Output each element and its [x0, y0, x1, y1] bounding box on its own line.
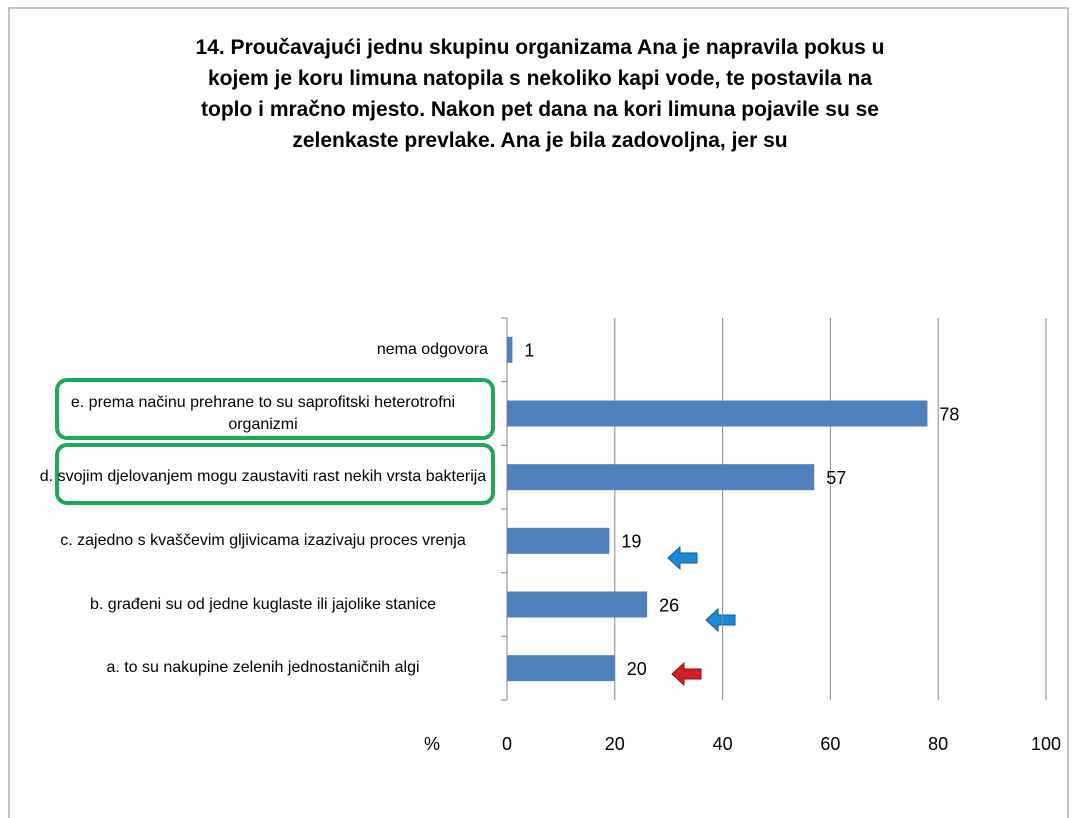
value-label: 78 — [939, 404, 959, 424]
x-tick-label: 0 — [502, 734, 512, 754]
y-tick-label: b. građeni su od jedne kuglaste ili jajo… — [90, 595, 436, 613]
y-tick-label: c. zajedno s kvaščevim gljivicama izaziv… — [60, 531, 466, 549]
chart-frame — [8, 7, 1069, 818]
x-tick-label: 20 — [605, 734, 625, 754]
value-label: 1 — [524, 341, 534, 361]
value-label: 57 — [826, 468, 846, 488]
x-tick-label: 80 — [928, 734, 948, 754]
arrow — [705, 607, 736, 633]
bar — [507, 400, 928, 427]
highlight-box — [55, 443, 495, 505]
y-tick-label: nema odgovora — [376, 340, 488, 358]
x-tick-label: 40 — [713, 734, 733, 754]
x-axis-label: % — [424, 734, 440, 754]
value-label: 26 — [659, 595, 679, 615]
arrow — [667, 545, 698, 571]
bar — [507, 464, 815, 491]
x-tick-label: 100 — [1031, 734, 1061, 754]
bar — [507, 336, 513, 363]
y-tick-label: a. to su nakupine zelenih jednostaničnih… — [106, 659, 420, 677]
y-tick-label: e. prema načinu prehrane to su saprofits… — [70, 393, 456, 433]
highlight-box — [55, 378, 495, 440]
x-tick-label: 60 — [820, 734, 840, 754]
value-label: 19 — [621, 532, 641, 552]
value-label: 20 — [627, 659, 647, 679]
bar — [507, 527, 610, 554]
bar — [507, 591, 648, 618]
bar — [507, 655, 615, 682]
arrow — [671, 661, 702, 687]
chart-title: 14. Proučavajući jednu skupinu organizam… — [195, 36, 885, 152]
y-tick-label: d. svojim djelovanjem mogu zaustaviti ra… — [39, 468, 487, 486]
